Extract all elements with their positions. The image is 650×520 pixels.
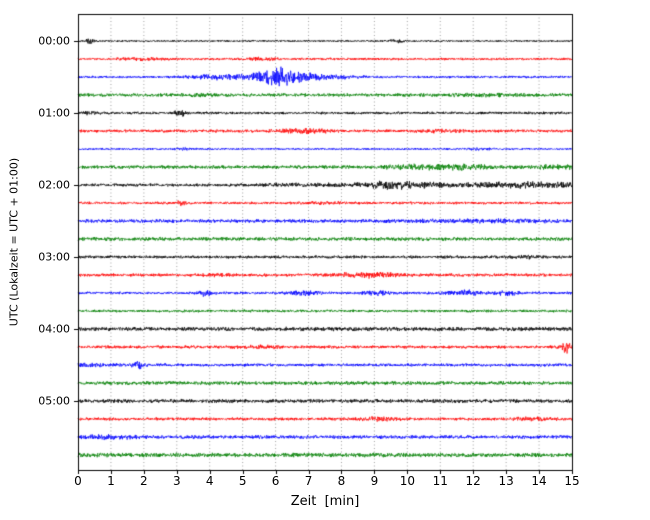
x-tick-label: 9 (370, 474, 379, 488)
x-tick-label: 6 (271, 474, 280, 488)
x-tick-label: 14 (531, 474, 547, 488)
x-tick-label: 1 (107, 474, 115, 488)
x-tick-label: 3 (172, 474, 181, 488)
y-tick-label: 02:00 (38, 178, 70, 192)
x-tick-label: 13 (498, 474, 514, 488)
y-tick-label: 00:00 (38, 34, 70, 48)
x-tick-label: 4 (205, 474, 214, 488)
x-tick-label: 8 (337, 474, 346, 488)
x-tick-label: 10 (399, 474, 415, 488)
x-tick-label: 5 (238, 474, 247, 488)
y-tick-label: 04:00 (38, 322, 70, 336)
y-axis-title: UTC (Lokalzeit = UTC + 01:00) (7, 157, 21, 327)
x-tick-label: 0 (74, 474, 82, 488)
x-tick-label: 15 (564, 474, 580, 488)
y-tick-label: 05:00 (38, 394, 70, 408)
x-axis-title: Zeit [min] (290, 494, 360, 509)
y-tick-label: 01:00 (38, 106, 70, 120)
x-tick-label: 12 (465, 474, 481, 488)
x-tick-label: 7 (304, 474, 313, 488)
x-tick-label: 2 (140, 474, 148, 488)
y-tick-label: 03:00 (38, 250, 70, 264)
x-tick-label: 11 (432, 474, 448, 488)
